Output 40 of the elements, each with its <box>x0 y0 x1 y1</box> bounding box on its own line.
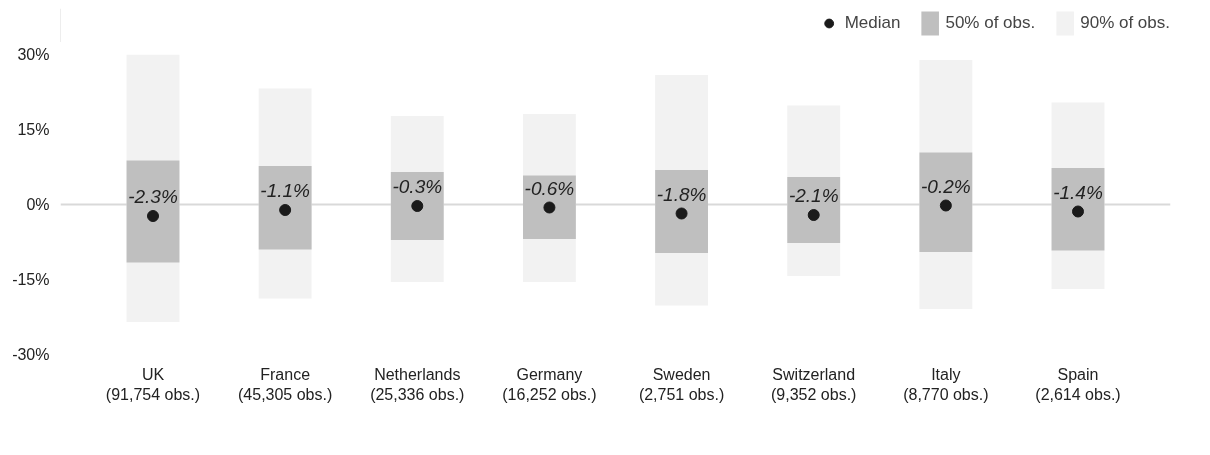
bar <box>919 152 973 252</box>
y-tick-label: 15% <box>17 121 50 138</box>
bar <box>1051 168 1105 251</box>
bar <box>126 160 180 263</box>
bar <box>390 172 444 240</box>
point <box>807 209 820 221</box>
x-tick-label: Spain (2,614 obs.) <box>1035 365 1121 403</box>
data-label: -0.6% <box>524 177 575 199</box>
x-tick-label: Netherlands (25,336 obs.) <box>370 365 465 403</box>
data-label: -2.1% <box>788 185 839 206</box>
bar <box>787 177 841 243</box>
x-tick-label: UK (91,754 obs.) <box>105 365 201 403</box>
x-tick-label: France (45,305 obs.) <box>238 365 333 403</box>
y-tick-label: 30% <box>17 46 50 63</box>
point <box>939 199 952 212</box>
bar <box>655 170 708 253</box>
point <box>543 201 556 214</box>
x-tick-label: Switzerland (9,352 obs.) <box>771 365 857 403</box>
y-tick-label: -30% <box>12 346 50 363</box>
x-tick-label: Germany (16,252 obs.) <box>502 365 597 403</box>
bar <box>523 175 576 239</box>
x-tick-label: Sweden (2,751 obs.) <box>638 365 725 403</box>
bar <box>258 166 312 250</box>
x-tick-label: Italy (8,770 obs.) <box>903 365 989 403</box>
data-label: -2.3% <box>128 186 178 207</box>
y-tick-label: 0% <box>26 196 50 213</box>
data-label: -1.4% <box>1053 181 1103 203</box>
y-tick-label: -15% <box>12 271 50 288</box>
point <box>147 210 159 222</box>
legend-label: Median <box>844 13 901 33</box>
legend-label: 50% of obs. <box>945 13 1036 33</box>
data-label: -1.1% <box>260 180 311 201</box>
legend-label: 90% of obs. <box>1080 13 1170 33</box>
data-label: -1.8% <box>656 183 707 205</box>
point <box>411 200 424 212</box>
data-label: -0.3% <box>392 176 443 197</box>
point <box>279 204 292 216</box>
data-label: -0.2% <box>921 175 971 197</box>
point <box>675 207 688 220</box>
point <box>1072 205 1084 218</box>
